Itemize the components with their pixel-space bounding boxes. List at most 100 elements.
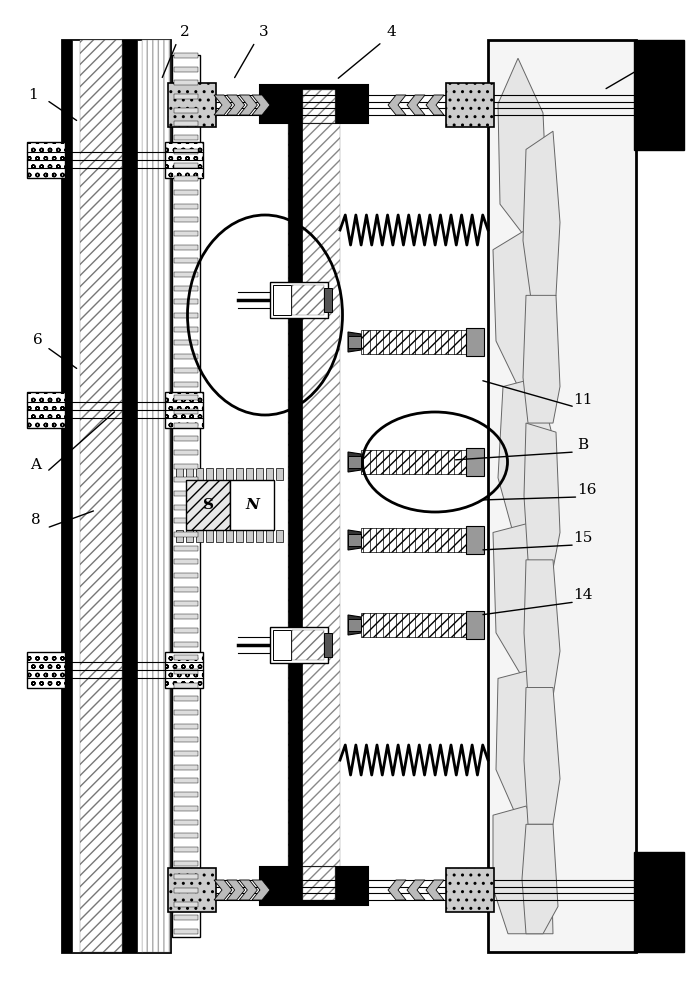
Polygon shape [388, 95, 406, 115]
Bar [165, 142, 203, 178]
Bar [361, 330, 466, 354]
Bar [80, 40, 122, 952]
Bar [256, 468, 263, 480]
Bar [174, 381, 198, 386]
Polygon shape [426, 95, 444, 115]
Polygon shape [524, 688, 560, 824]
Polygon shape [348, 615, 361, 635]
Text: 8: 8 [31, 513, 40, 527]
Bar [634, 40, 684, 150]
Bar [488, 40, 636, 952]
Bar [446, 83, 494, 127]
Bar [27, 142, 65, 178]
Bar [446, 868, 494, 912]
Text: 2: 2 [180, 25, 190, 39]
Polygon shape [388, 880, 406, 900]
Bar [174, 53, 198, 58]
Bar [266, 468, 273, 480]
Text: N: N [245, 498, 259, 512]
Polygon shape [407, 95, 425, 115]
Bar [174, 614, 198, 619]
Bar [174, 121, 198, 126]
Bar [174, 94, 198, 99]
Bar [174, 806, 198, 811]
Bar [174, 245, 198, 250]
Polygon shape [252, 95, 270, 115]
Text: 14: 14 [573, 588, 593, 602]
Bar [174, 751, 198, 756]
Polygon shape [498, 377, 556, 542]
Bar [466, 526, 484, 554]
Bar [122, 40, 137, 952]
Text: 1: 1 [28, 88, 38, 102]
Bar [324, 633, 332, 657]
Bar [276, 468, 283, 480]
Text: 3: 3 [259, 25, 269, 39]
Bar [236, 468, 243, 480]
Bar [172, 55, 200, 937]
Polygon shape [226, 95, 245, 115]
Polygon shape [214, 880, 232, 900]
Bar [62, 40, 170, 952]
Polygon shape [239, 880, 257, 900]
Text: 6: 6 [33, 333, 43, 347]
Bar [303, 90, 335, 123]
Bar [62, 40, 72, 952]
Bar [174, 135, 198, 140]
Bar [292, 285, 324, 315]
Bar [216, 530, 223, 542]
Bar [260, 867, 368, 905]
Bar [288, 85, 302, 905]
Polygon shape [498, 58, 548, 241]
Bar [466, 448, 484, 476]
Bar [292, 630, 324, 660]
Bar [260, 85, 368, 123]
Bar [174, 149, 198, 154]
Bar [174, 710, 198, 715]
Polygon shape [522, 824, 558, 934]
Bar [174, 217, 198, 222]
Bar [27, 392, 65, 428]
Bar [348, 534, 361, 546]
Polygon shape [524, 423, 560, 569]
Bar [230, 480, 274, 530]
Text: 15: 15 [573, 531, 593, 545]
Bar [466, 328, 484, 356]
Bar [174, 286, 198, 291]
Bar [348, 619, 361, 631]
Polygon shape [493, 523, 556, 678]
Bar [276, 530, 283, 542]
Bar [174, 272, 198, 277]
Bar [186, 468, 193, 480]
Bar [174, 231, 198, 236]
Polygon shape [252, 880, 270, 900]
Bar [206, 468, 213, 480]
Bar [186, 530, 193, 542]
Text: B: B [578, 438, 589, 452]
Polygon shape [348, 332, 361, 352]
Bar [174, 778, 198, 783]
Bar [168, 868, 216, 912]
Bar [174, 354, 198, 359]
Bar [466, 611, 484, 639]
Bar [174, 162, 198, 167]
Bar [137, 40, 142, 952]
Bar [174, 765, 198, 770]
Text: 11: 11 [573, 393, 593, 407]
Bar [174, 929, 198, 934]
Polygon shape [348, 530, 361, 550]
Polygon shape [214, 95, 232, 115]
Bar [273, 630, 291, 660]
Bar [273, 285, 291, 315]
Polygon shape [524, 560, 560, 697]
Bar [174, 737, 198, 742]
Polygon shape [226, 880, 245, 900]
Bar [236, 530, 243, 542]
Bar [174, 436, 198, 441]
Bar [174, 340, 198, 345]
Bar [72, 40, 80, 952]
Bar [288, 85, 340, 905]
Polygon shape [426, 880, 444, 900]
Bar [174, 299, 198, 304]
Polygon shape [239, 95, 257, 115]
